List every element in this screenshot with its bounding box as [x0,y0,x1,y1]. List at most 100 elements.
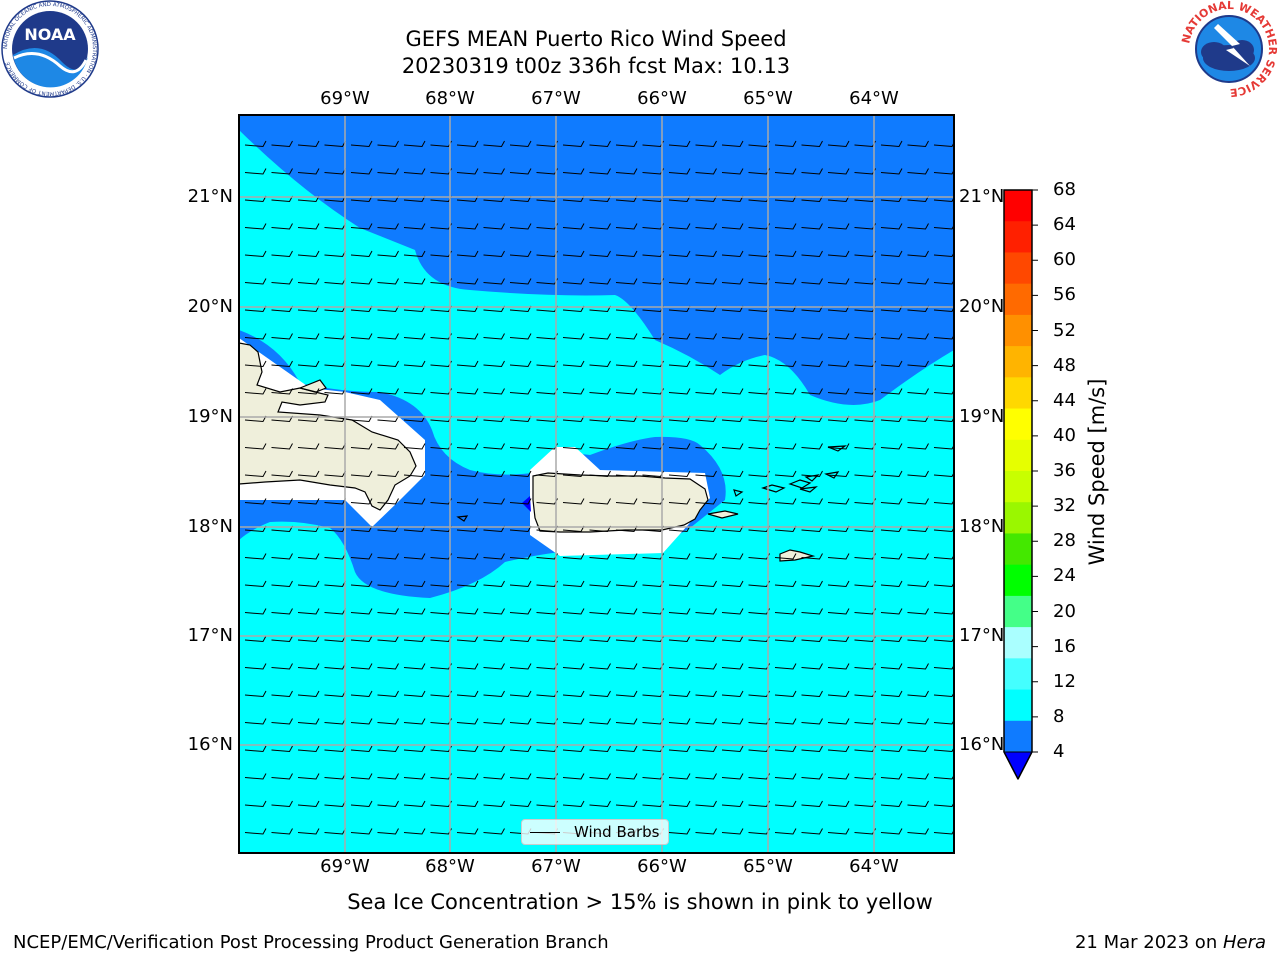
wind-barb [483,333,505,340]
wind-barb [297,498,320,505]
wind-barb [774,168,797,175]
wind-barb [880,525,903,533]
wind-barb [933,389,954,395]
wind-barb [350,305,373,313]
wind-barb [509,250,532,258]
map-frame [238,114,955,854]
wind-barb [509,305,532,313]
wind-barb [615,635,638,643]
wind-barb [801,305,823,313]
wind-barb [377,470,399,478]
wind-barb [403,388,426,395]
wind-barb [589,278,611,285]
wind-barb [721,828,744,835]
wind-barb [350,443,373,450]
wind-barb [695,498,717,505]
wind-barb [271,443,293,450]
wind-barb [668,773,691,780]
footer-date-text: 21 Mar 2023 on [1074,932,1223,953]
graticule [239,115,954,853]
wind-barb [377,195,399,203]
wind-barb [827,773,850,780]
wind-barb [721,663,744,670]
wind-barb [880,360,903,368]
wind-barb [774,773,797,780]
wind-barb [668,553,691,560]
wind-barb [403,498,426,505]
wind-barb [377,773,399,780]
sea-ice-caption: Sea Ice Concentration > 15% is shown in … [347,890,933,914]
wind-barb [244,580,267,588]
longitude-label: 67°W [531,856,581,877]
wind-barb [933,224,954,230]
wind-barb [695,388,717,395]
wind-barb [721,470,744,478]
wind-barb [244,360,267,368]
wind-barb [562,250,585,258]
wind-barb [880,470,903,478]
wind-barb [509,663,532,670]
wind-barb [774,718,797,725]
wind-barb [456,690,479,698]
colorbar-bin [1004,252,1032,285]
wind-barb [880,415,903,423]
wind-barb [483,195,505,203]
wind-barb [880,635,903,643]
wind-barb [801,360,823,368]
latitude-label: 21°N [959,186,1005,207]
colorbar-extend-arrow [1003,751,1033,781]
wind-barb [695,168,717,175]
wind-barb [509,635,532,643]
wind-barb [244,553,267,560]
wind-barb [350,415,373,423]
wind-barb [801,580,823,588]
wind-barb [403,828,426,835]
wind-barb [589,525,611,533]
wind-barb [933,691,954,698]
wind-barb [721,168,744,175]
wind-barb [589,718,611,725]
wind-barb [668,278,691,285]
wind-barb [403,333,426,340]
colorbar-bin [1004,439,1032,472]
wind-barb [509,718,532,725]
wind-barb [350,580,373,588]
wind-barb [933,636,954,643]
wind-barb [933,664,954,670]
wind-barb [801,608,823,615]
wind-barb [907,553,929,560]
wind-barb [403,635,426,643]
wind-barb [377,580,399,588]
wind-barb [456,828,479,835]
wind-barb [509,498,532,505]
wind-barb [695,553,717,560]
wind-barb [271,195,293,203]
wind-barb [271,828,293,835]
wind-barb [244,498,267,505]
wind-barb [721,333,744,340]
longitude-label: 64°W [849,88,899,109]
wind-barb [668,525,691,533]
wind-barb [297,415,320,423]
wind-barb [562,470,585,478]
wind-barb [562,635,585,643]
wind-barb [297,690,320,698]
wind-barb [695,800,717,808]
wind-barb [907,828,929,835]
wind-barb [271,635,293,643]
wind-barb [589,498,611,505]
wind-barb [562,773,585,780]
longitude-label: 66°W [637,856,687,877]
latitude-label: 19°N [187,406,233,427]
wind-barb [244,773,267,780]
wind-barb [244,278,267,285]
wind-barb [562,305,585,313]
wind-barb [456,635,479,643]
wind-barb [456,718,479,725]
wind-barb [483,443,505,450]
wind-barb [774,635,797,643]
wind-barb [350,608,373,615]
colorbar-tick-label: 32 [1053,495,1076,517]
wind-barb [668,718,691,725]
wind-barb [244,388,267,395]
